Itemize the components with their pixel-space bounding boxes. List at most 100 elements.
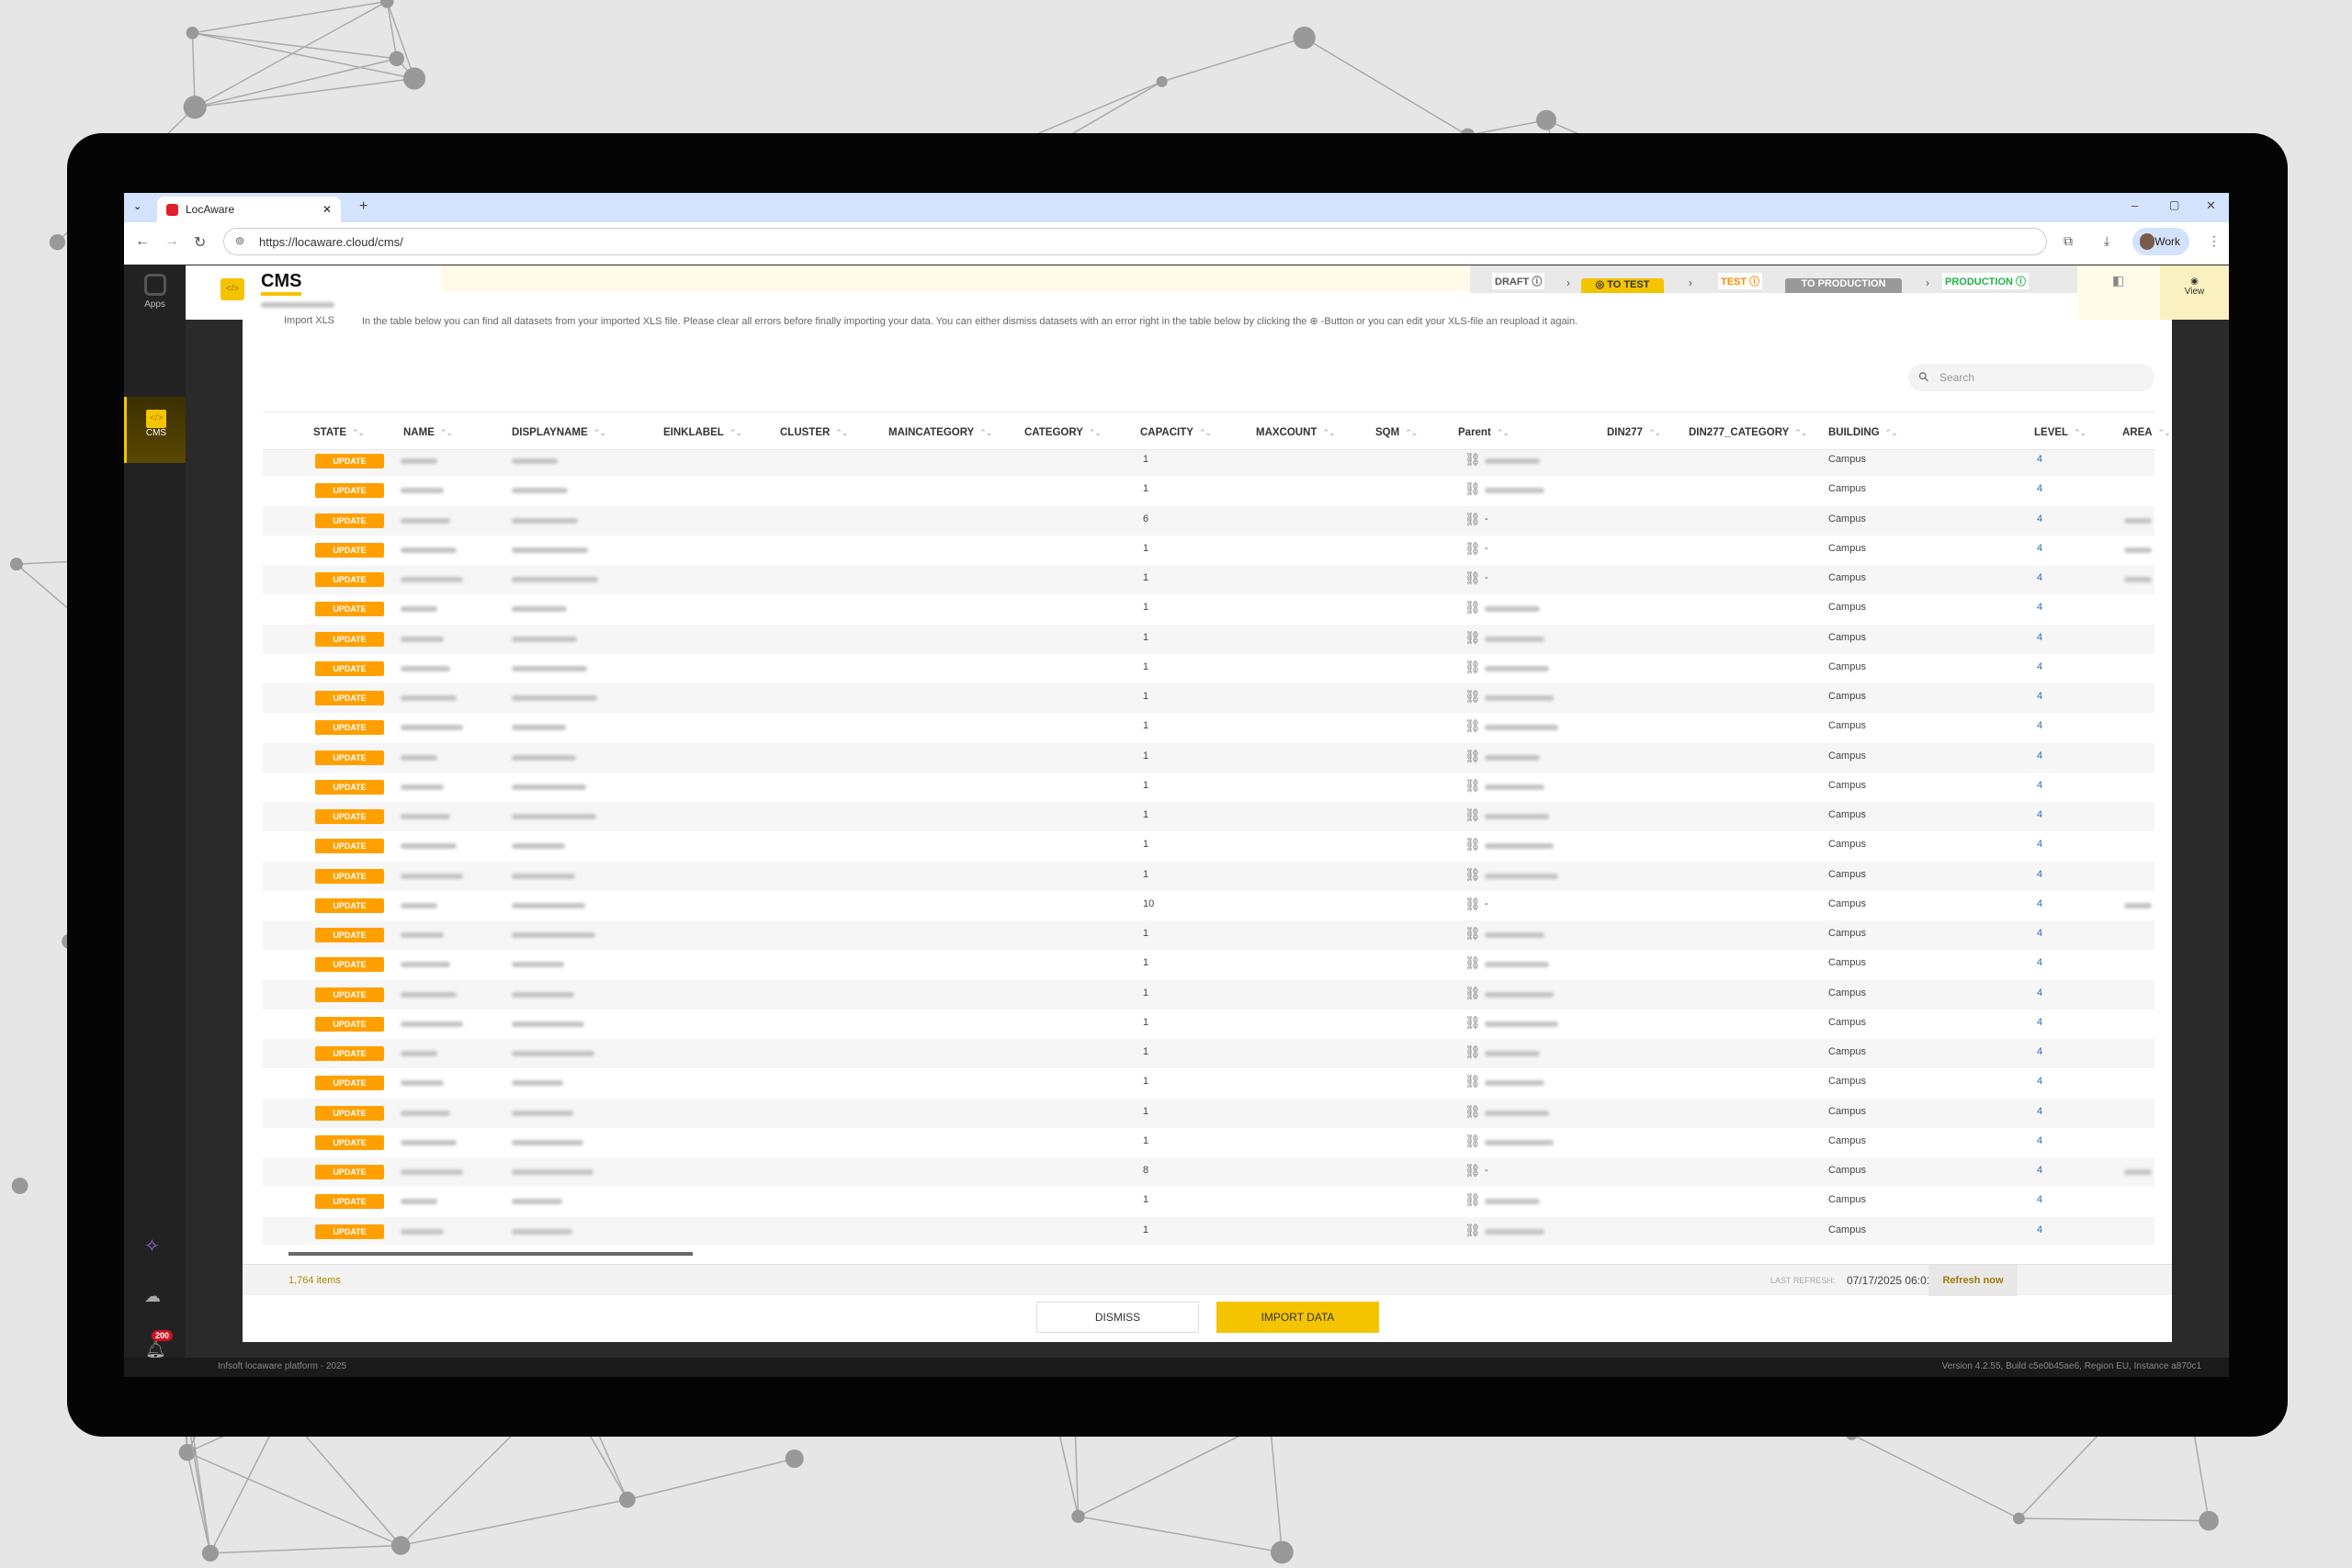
table-row[interactable]: UPDATE 1 ⛓ Campus 4 bbox=[263, 861, 2154, 891]
parent-link-icon[interactable]: ⛓ bbox=[1464, 777, 1481, 793]
table-row[interactable]: UPDATE 1 ⛓ Campus 4 bbox=[263, 920, 2154, 950]
column-header-maxcount[interactable]: MAXCOUNT ⌃⌄ bbox=[1256, 427, 1336, 438]
view-button[interactable]: ◉ View bbox=[2160, 265, 2229, 320]
sort-icon[interactable]: ⌃⌄ bbox=[1884, 428, 1898, 437]
parent-link-icon[interactable]: ⛓ bbox=[1464, 1014, 1481, 1030]
table-row[interactable]: UPDATE 1 ⛓ Campus 4 bbox=[263, 1010, 2154, 1039]
column-header-cluster[interactable]: CLUSTER ⌃⌄ bbox=[780, 427, 848, 438]
refresh-now-button[interactable]: Refresh now bbox=[1928, 1265, 2018, 1296]
url-bar[interactable]: ⊚ https://locaware.cloud/cms/ bbox=[223, 228, 2047, 255]
bell-icon[interactable]: 🔔︎ bbox=[145, 1340, 166, 1359]
sort-icon[interactable]: ⌃⌄ bbox=[1496, 428, 1510, 437]
parent-link-icon[interactable]: ⛓ bbox=[1464, 1103, 1481, 1119]
sidebar-item-apps[interactable]: Apps bbox=[124, 274, 186, 329]
sort-icon[interactable]: ⌃⌄ bbox=[729, 428, 742, 437]
parent-link-icon[interactable]: ⛓ bbox=[1464, 481, 1481, 497]
table-row[interactable]: UPDATE 8 ⛓ - Campus 4 bbox=[263, 1157, 2154, 1187]
column-header-din277[interactable]: DIN277 ⌃⌄ bbox=[1607, 427, 1661, 438]
column-header-area[interactable]: AREA ⌃⌄ bbox=[2122, 427, 2171, 438]
table-row[interactable]: UPDATE 1 ⛓ - Campus 4 bbox=[263, 565, 2154, 594]
parent-link-icon[interactable]: ⛓ bbox=[1464, 1163, 1481, 1178]
column-header-din277-category[interactable]: DIN277_CATEGORY ⌃⌄ bbox=[1689, 427, 1807, 438]
sort-icon[interactable]: ⌃⌄ bbox=[2157, 428, 2171, 437]
column-header-parent[interactable]: Parent ⌃⌄ bbox=[1458, 427, 1510, 438]
column-header-einklabel[interactable]: EINKLABEL ⌃⌄ bbox=[663, 427, 742, 438]
parent-link-icon[interactable]: ⛓ bbox=[1464, 689, 1481, 704]
sort-icon[interactable]: ⌃⌄ bbox=[1322, 428, 1335, 437]
table-row[interactable]: UPDATE 1 ⛓ Campus 4 bbox=[263, 683, 2154, 713]
parent-link-icon[interactable]: ⛓ bbox=[1464, 540, 1481, 556]
forward-icon[interactable]: → bbox=[164, 233, 179, 249]
table-row[interactable]: UPDATE 1 ⛓ Campus 4 bbox=[263, 450, 2154, 476]
stage-test[interactable]: TEST ⓘ bbox=[1718, 273, 1763, 289]
table-row[interactable]: UPDATE 1 ⛓ Campus 4 bbox=[263, 1068, 2154, 1098]
sort-icon[interactable]: ⌃⌄ bbox=[593, 428, 606, 437]
table-row[interactable]: UPDATE 1 ⛓ Campus 4 bbox=[263, 713, 2154, 742]
column-header-capacity[interactable]: CAPACITY ⌃⌄ bbox=[1140, 427, 1212, 438]
parent-link-icon[interactable]: ⛓ bbox=[1464, 1074, 1481, 1089]
profile-button[interactable]: Work bbox=[2132, 228, 2189, 255]
extensions-icon[interactable]: ⧉ bbox=[2064, 233, 2073, 248]
to-test-button[interactable]: ◎ TO TEST bbox=[1581, 278, 1664, 293]
parent-link-icon[interactable]: ⛓ bbox=[1464, 659, 1481, 674]
sidebar-item-cms[interactable]: </> CMS bbox=[124, 397, 186, 463]
parent-link-icon[interactable]: ⛓ bbox=[1464, 629, 1481, 645]
parent-link-icon[interactable]: ⛓ bbox=[1464, 1222, 1481, 1237]
table-row[interactable]: UPDATE 1 ⛓ - Campus 4 bbox=[263, 536, 2154, 565]
sort-icon[interactable]: ⌃⌄ bbox=[352, 428, 365, 437]
sort-icon[interactable]: ⌃⌄ bbox=[2074, 428, 2086, 437]
table-row[interactable]: UPDATE 1 ⛓ Campus 4 bbox=[263, 1128, 2154, 1157]
sort-icon[interactable]: ⌃⌄ bbox=[835, 428, 848, 437]
parent-link-icon[interactable]: ⛓ bbox=[1464, 896, 1481, 911]
reload-icon[interactable]: ↻ bbox=[194, 235, 207, 251]
browser-menu-icon[interactable]: ⋮ bbox=[2208, 233, 2221, 248]
column-header-displayname[interactable]: DISPLAYNAME ⌃⌄ bbox=[512, 427, 606, 438]
restore-button[interactable]: ▢ bbox=[2169, 198, 2180, 211]
parent-link-icon[interactable]: ⛓ bbox=[1464, 807, 1481, 822]
parent-link-icon[interactable]: ⛓ bbox=[1464, 452, 1481, 467]
table-row[interactable]: UPDATE 1 ⛓ Campus 4 bbox=[263, 1098, 2154, 1128]
stage-draft[interactable]: DRAFT ⓘ bbox=[1492, 273, 1545, 289]
sort-icon[interactable]: ⌃⌄ bbox=[1405, 428, 1418, 437]
table-row[interactable]: UPDATE 1 ⛓ Campus 4 bbox=[263, 654, 2154, 683]
column-header-sqm[interactable]: SQM ⌃⌄ bbox=[1375, 427, 1418, 438]
to-production-button[interactable]: TO PRODUCTION bbox=[1785, 278, 1902, 293]
browser-tab[interactable]: LocAware ✕ bbox=[157, 197, 341, 222]
parent-link-icon[interactable]: ⛓ bbox=[1464, 955, 1481, 971]
table-row[interactable]: UPDATE 10 ⛓ - Campus 4 bbox=[263, 891, 2154, 920]
layout-toggle[interactable]: ◧ bbox=[2077, 265, 2160, 320]
stage-production[interactable]: PRODUCTION ⓘ bbox=[1942, 273, 2030, 289]
parent-link-icon[interactable]: ⛓ bbox=[1464, 837, 1481, 852]
table-row[interactable]: UPDATE 6 ⛓ - Campus 4 bbox=[263, 505, 2154, 536]
parent-link-icon[interactable]: ⛓ bbox=[1464, 600, 1481, 615]
parent-link-icon[interactable]: ⛓ bbox=[1464, 926, 1481, 941]
table-row[interactable]: UPDATE 1 ⛓ Campus 4 bbox=[263, 831, 2154, 861]
table-row[interactable]: UPDATE 1 ⛓ Campus 4 bbox=[263, 1039, 2154, 1068]
back-icon[interactable]: ← bbox=[135, 233, 150, 249]
sort-icon[interactable]: ⌃⌄ bbox=[1648, 428, 1661, 437]
parent-link-icon[interactable]: ⛓ bbox=[1464, 511, 1481, 526]
sort-icon[interactable]: ⌃⌄ bbox=[1088, 428, 1102, 437]
table-row[interactable]: UPDATE 1 ⛓ Campus 4 bbox=[263, 476, 2154, 505]
parent-link-icon[interactable]: ⛓ bbox=[1464, 866, 1481, 882]
column-header-level[interactable]: LEVEL ⌃⌄ bbox=[2034, 427, 2086, 438]
column-header-building[interactable]: BUILDING ⌃⌄ bbox=[1828, 427, 1898, 438]
dismiss-button[interactable]: DISMISS bbox=[1036, 1302, 1199, 1333]
sort-icon[interactable]: ⌃⌄ bbox=[1794, 428, 1807, 437]
close-window-button[interactable]: ✕ bbox=[2206, 198, 2216, 212]
horizontal-scrollbar[interactable] bbox=[288, 1252, 693, 1256]
parent-link-icon[interactable]: ⛓ bbox=[1464, 748, 1481, 763]
download-icon[interactable]: ⤓ bbox=[2104, 233, 2110, 248]
sort-icon[interactable]: ⌃⌄ bbox=[439, 428, 453, 437]
column-header-name[interactable]: NAME ⌃⌄ bbox=[403, 427, 453, 438]
table-row[interactable]: UPDATE 1 ⛓ Campus 4 bbox=[263, 1216, 2154, 1245]
sort-icon[interactable]: ⌃⌄ bbox=[979, 428, 992, 437]
parent-link-icon[interactable]: ⛓ bbox=[1464, 1044, 1481, 1059]
minimize-button[interactable]: – bbox=[2132, 198, 2139, 212]
close-tab-icon[interactable]: ✕ bbox=[322, 203, 332, 216]
cloud-icon[interactable]: ☁ bbox=[144, 1287, 161, 1305]
parent-link-icon[interactable]: ⛓ bbox=[1464, 718, 1481, 734]
table-row[interactable]: UPDATE 1 ⛓ Campus 4 bbox=[263, 950, 2154, 979]
table-row[interactable]: UPDATE 1 ⛓ Campus 4 bbox=[263, 802, 2154, 831]
column-header-state[interactable]: STATE ⌃⌄ bbox=[313, 427, 365, 438]
